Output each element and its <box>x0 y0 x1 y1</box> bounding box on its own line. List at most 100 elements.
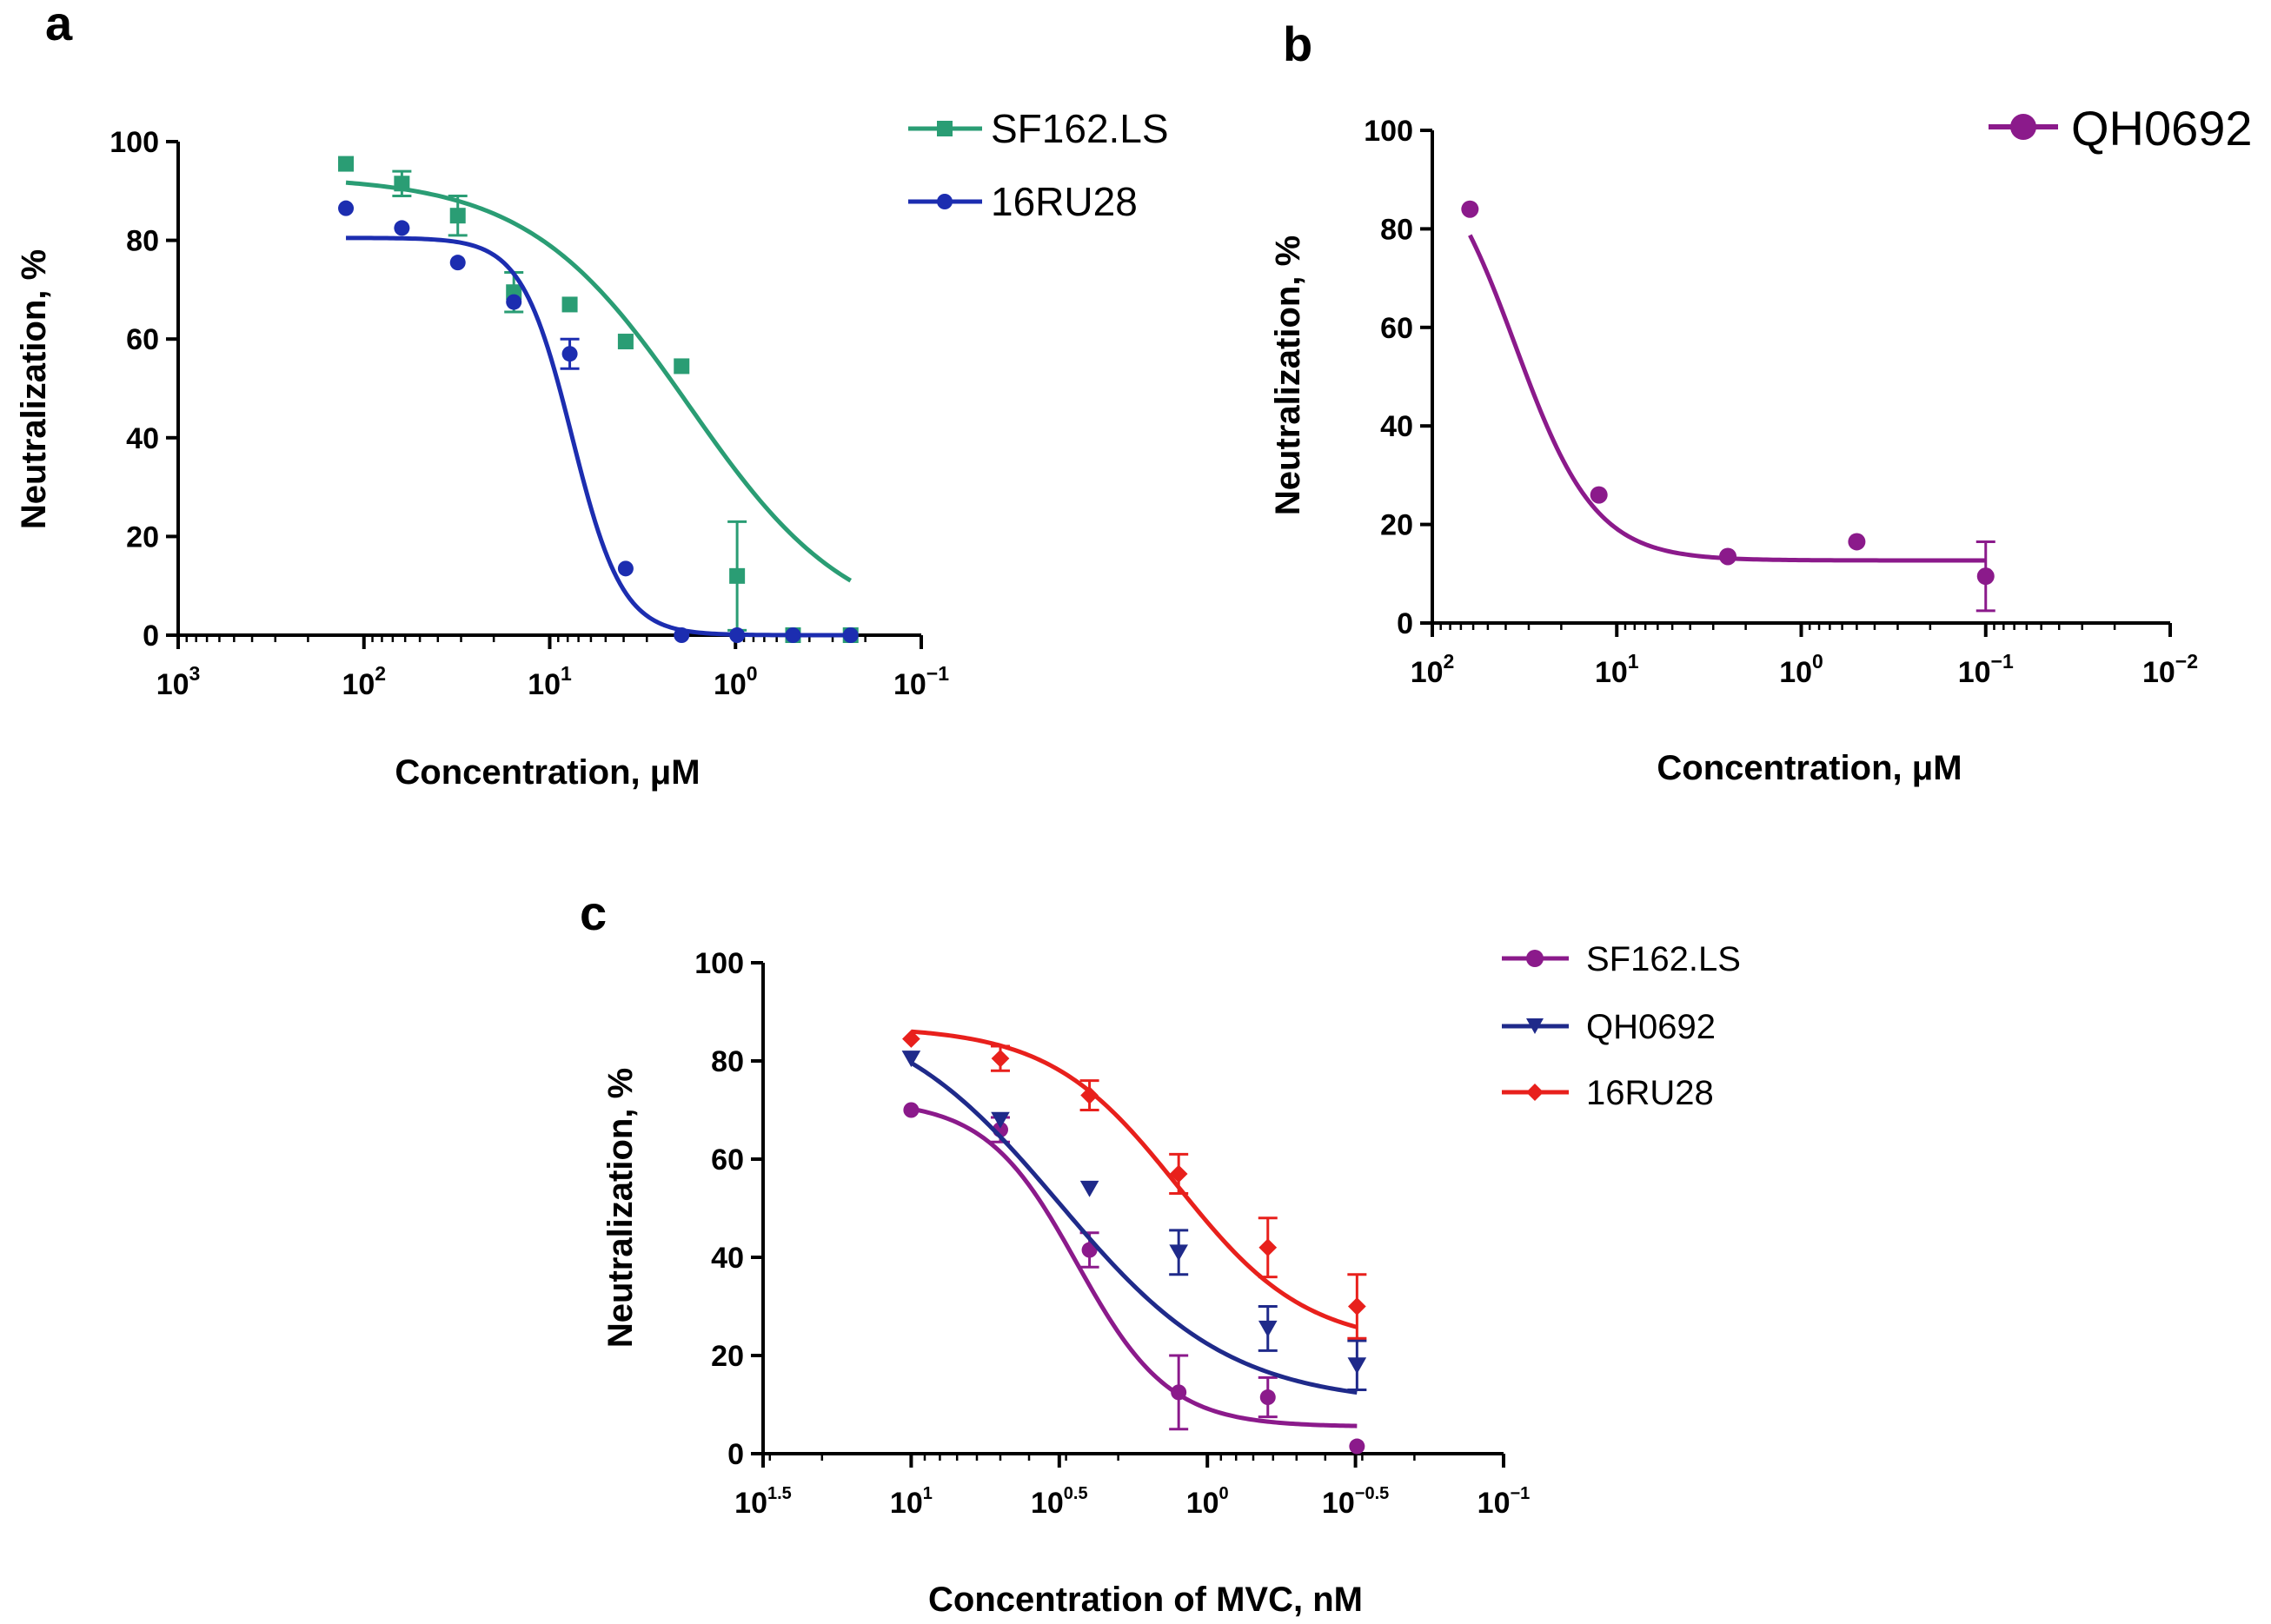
legend-marker-circle-icon <box>937 194 953 209</box>
legend-label-sf162ls: SF162.LS <box>991 106 1169 151</box>
fit-curve <box>346 235 851 638</box>
data-point <box>1349 1438 1365 1455</box>
legend-marker-triangle-down-icon <box>1526 1018 1544 1034</box>
legend-item-qh0692: QH0692 <box>1989 101 2253 156</box>
panel-a-x-axis-title: Concentration, μM <box>395 753 700 792</box>
data-point <box>1258 1320 1278 1337</box>
data-point <box>1976 567 1995 586</box>
legend-marker-square-icon <box>937 121 953 136</box>
y-tick-label: 60 <box>1380 312 1413 345</box>
x-tick-label: 101 <box>890 1484 933 1520</box>
panel-c-plot-area: 0 20 40 60 80 100 101.5 101 100.5 100 10−0.5 10−1 <box>694 947 1530 1520</box>
y-tick-label: 80 <box>1380 213 1413 246</box>
panel-b-x-axis-title: Concentration, μM <box>1657 749 1962 787</box>
fit-curve <box>911 1029 1358 1329</box>
y-tick-label: 100 <box>110 126 159 159</box>
data-point <box>449 255 466 271</box>
x-tick-label: 10−1 <box>1477 1484 1531 1520</box>
data-point <box>1080 1086 1099 1104</box>
x-tick-label: 102 <box>342 662 386 701</box>
panel-c-label: c <box>580 885 607 940</box>
data-point <box>1848 533 1866 551</box>
x-tick-label: 101 <box>528 662 572 701</box>
y-tick-label: 20 <box>126 520 159 553</box>
x-tick-label: 100.5 <box>1031 1484 1088 1520</box>
panel-c-x-axis-title: Concentration of MVC, nM <box>928 1581 1363 1619</box>
data-point <box>338 156 355 172</box>
data-point <box>729 567 746 584</box>
fit-curve <box>910 1061 1358 1395</box>
data-point <box>1590 486 1608 504</box>
legend-item-16ru28: 16RU28 <box>1502 1074 1714 1112</box>
data-point <box>617 334 634 350</box>
data-point <box>1259 1389 1276 1406</box>
y-tick-label: 80 <box>126 225 159 258</box>
x-tick-label: 101 <box>1595 650 1639 689</box>
panel-c: c Neutralization, % Concentration of MVC… <box>580 885 1741 1619</box>
legend-label-16ru28: 16RU28 <box>1586 1074 1714 1112</box>
x-tick-label: 10−1 <box>893 662 949 701</box>
data-point <box>991 1049 1010 1068</box>
data-point <box>785 627 801 643</box>
panel-a-y-axis-title: Neutralization, % <box>15 249 53 529</box>
data-point <box>1258 1238 1278 1257</box>
legend-label-qh0692: QH0692 <box>2071 101 2253 156</box>
panel-a-plot-area: 0 20 40 60 80 100 103 102 101 100 10−1 <box>110 126 949 701</box>
panel-c-legend: SF162.LS QH0692 16RU28 <box>1502 940 1741 1112</box>
x-tick-label: 10−0.5 <box>1322 1484 1389 1520</box>
legend-marker-circle-icon <box>1526 950 1544 967</box>
y-tick-label: 80 <box>711 1045 744 1078</box>
data-point <box>561 296 578 313</box>
data-point <box>338 200 355 216</box>
data-point <box>1347 1357 1367 1375</box>
x-tick-label: 102 <box>1411 650 1455 689</box>
panel-c-y-axis-title: Neutralization, % <box>601 1068 640 1348</box>
data-point <box>617 560 634 577</box>
data-point <box>842 627 859 643</box>
data-point <box>674 358 690 375</box>
panel-b-legend: QH0692 <box>1989 101 2253 156</box>
legend-label-16ru28: 16RU28 <box>991 179 1138 224</box>
data-point <box>506 294 522 310</box>
y-tick-label: 20 <box>711 1340 744 1373</box>
y-tick-label: 20 <box>1380 509 1413 542</box>
y-tick-label: 100 <box>1364 115 1413 148</box>
y-tick-label: 0 <box>1397 607 1413 640</box>
legend-marker-circle-icon <box>2010 114 2036 140</box>
data-point <box>1169 1244 1188 1262</box>
panel-a-legend: SF162.LS 16RU28 <box>908 106 1169 224</box>
data-point <box>1461 200 1479 218</box>
data-point <box>901 1051 921 1068</box>
y-tick-label: 60 <box>126 323 159 356</box>
data-point <box>991 1111 1010 1129</box>
data-point <box>1079 1180 1099 1197</box>
data-point <box>1169 1164 1188 1183</box>
y-tick-label: 0 <box>143 620 159 653</box>
data-point <box>561 346 578 362</box>
data-point <box>1348 1297 1366 1316</box>
panel-b: b Neutralization, % Concentration, μM 0 2… <box>1269 17 2253 787</box>
legend-item-qh0692: QH0692 <box>1502 1008 1716 1046</box>
data-point <box>449 208 466 224</box>
legend-marker-diamond-icon <box>1526 1084 1544 1101</box>
y-tick-label: 40 <box>711 1242 744 1275</box>
legend-item-sf162ls: SF162.LS <box>908 106 1169 151</box>
fit-curve <box>910 1106 1358 1428</box>
panel-a-label: a <box>45 0 73 50</box>
data-point <box>902 1030 920 1048</box>
data-point <box>729 627 746 643</box>
y-tick-label: 60 <box>711 1143 744 1177</box>
panel-b-label: b <box>1283 17 1312 71</box>
data-point <box>674 627 690 643</box>
x-tick-label: 100 <box>1779 650 1823 689</box>
data-point <box>394 176 410 192</box>
data-point <box>394 220 410 236</box>
legend-label-qh0692: QH0692 <box>1586 1008 1716 1046</box>
data-point <box>1719 547 1737 566</box>
y-tick-label: 0 <box>727 1438 744 1471</box>
y-tick-label: 40 <box>126 422 159 455</box>
panel-a: a Neutralization, % Concentration, μM 0 2… <box>15 0 1169 792</box>
y-tick-label: 40 <box>1380 410 1413 443</box>
x-tick-label: 103 <box>156 662 201 701</box>
